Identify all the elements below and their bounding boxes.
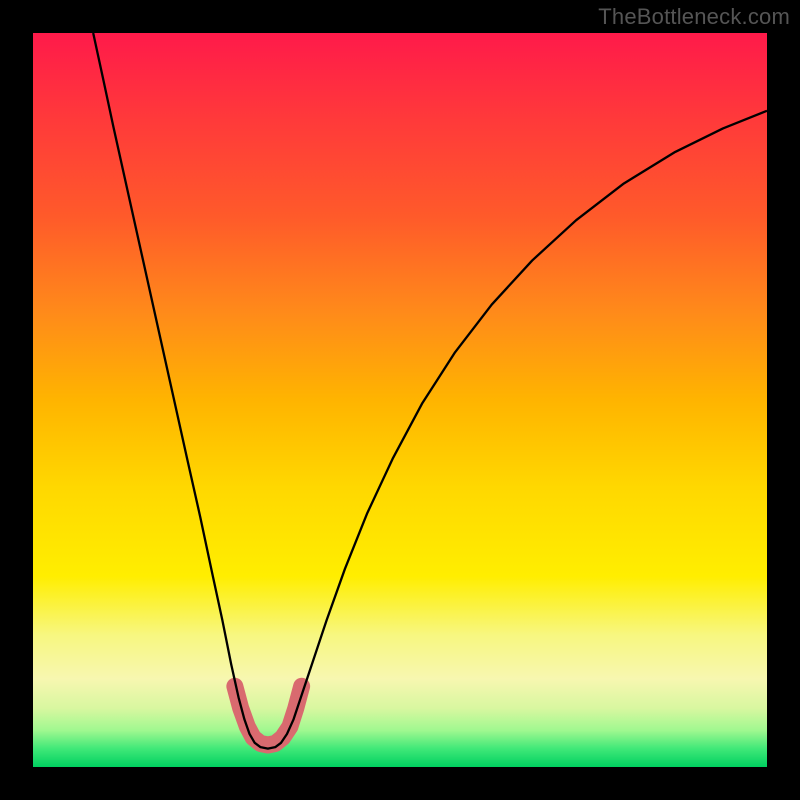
watermark-text: TheBottleneck.com [598, 4, 790, 30]
plot-background [33, 33, 767, 767]
bottleneck-chart [0, 0, 800, 800]
